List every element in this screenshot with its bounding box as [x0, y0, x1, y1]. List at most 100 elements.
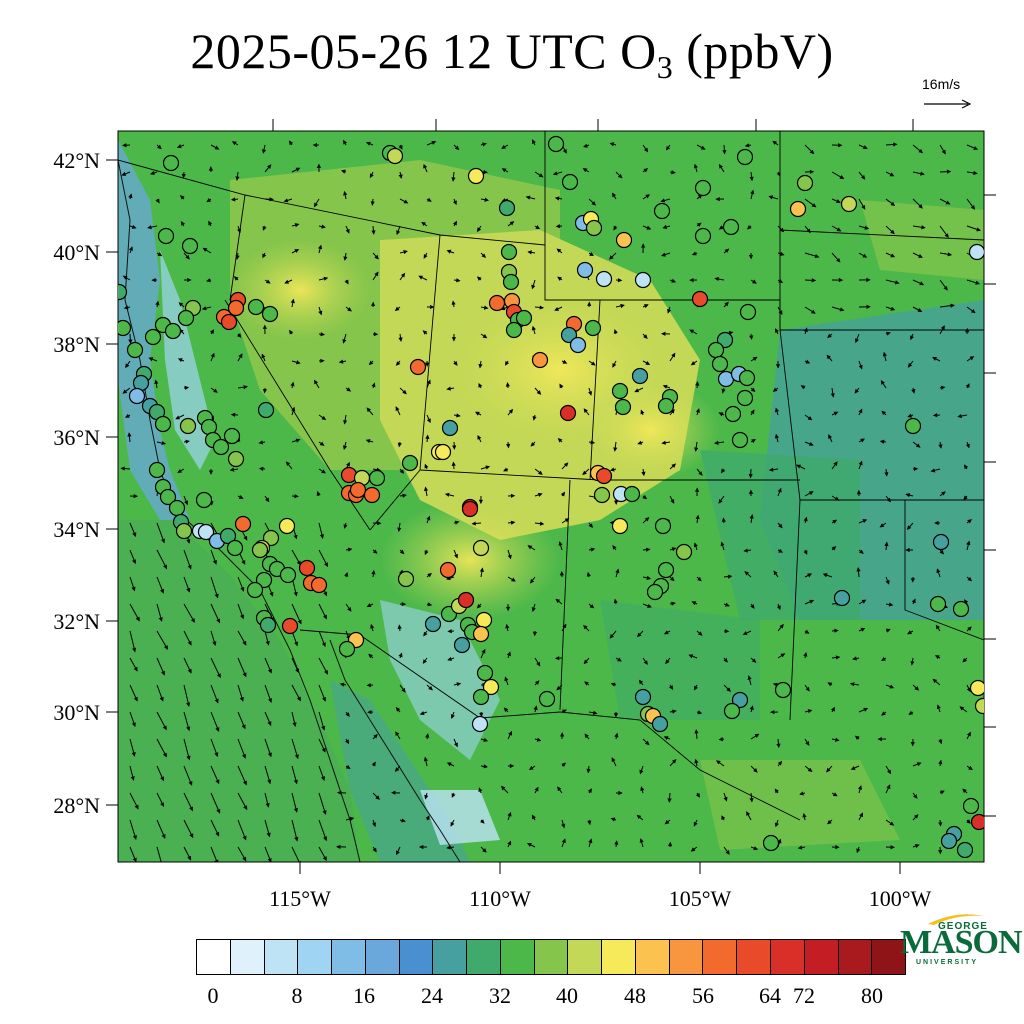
station-marker: [723, 702, 741, 720]
colorbar-cell: [872, 940, 906, 974]
lon-label: 100°W: [869, 886, 932, 911]
station-marker: [154, 415, 172, 433]
colorbar-cell: [703, 940, 738, 974]
station-marker: [279, 566, 297, 584]
station-marker: [223, 427, 241, 445]
station-marker: [675, 543, 693, 561]
station-marker: [461, 500, 479, 518]
station-marker: [707, 341, 725, 359]
station-marker: [952, 600, 970, 618]
colorbar-cell: [771, 940, 805, 974]
station-marker: [796, 174, 814, 192]
lon-label: 110°W: [469, 886, 531, 911]
station-marker: [962, 797, 980, 815]
station-marker: [453, 636, 471, 654]
station-marker: [159, 488, 177, 506]
colorbar-cell: [332, 940, 366, 974]
station-marker: [338, 640, 356, 658]
station-marker: [471, 715, 489, 733]
station-marker: [246, 581, 264, 599]
colorbar-label: 72: [793, 983, 815, 1008]
station-marker: [774, 681, 792, 699]
colorbar-label: 0: [207, 983, 219, 1008]
lat-label: 36°N: [53, 425, 100, 450]
station-marker: [368, 469, 386, 487]
station-marker: [634, 688, 652, 706]
colorbar-cell: [602, 940, 636, 974]
station-marker: [505, 321, 523, 339]
lat-label: 30°N: [53, 700, 100, 725]
station-marker: [363, 486, 381, 504]
station-marker: [502, 273, 520, 291]
station-marker: [657, 561, 675, 579]
station-marker: [128, 387, 146, 405]
lat-label: 28°N: [53, 793, 100, 818]
station-marker: [654, 517, 672, 535]
station-marker: [439, 561, 457, 579]
ozone-field: [118, 131, 984, 862]
station-marker: [195, 491, 213, 509]
station-marker: [904, 417, 922, 435]
colorbar-label: 8: [291, 983, 303, 1008]
station-marker: [738, 369, 756, 387]
colorbar-cell: [669, 940, 704, 974]
station-marker: [181, 237, 199, 255]
colorbar-cell: [197, 940, 231, 974]
station-marker: [227, 299, 245, 317]
station-marker: [515, 309, 533, 327]
station-marker: [969, 679, 984, 697]
station-marker: [177, 309, 195, 327]
station-marker: [576, 261, 594, 279]
station-marker: [615, 231, 633, 249]
colorbar-cell: [568, 940, 603, 974]
station-marker: [716, 331, 734, 349]
station-marker: [472, 688, 490, 706]
station-marker: [623, 485, 641, 503]
station-marker: [175, 522, 193, 540]
colorbar-cell: [298, 940, 333, 974]
station-marker: [227, 450, 245, 468]
station-marker: [409, 358, 427, 376]
station-marker: [234, 515, 252, 533]
station-marker: [259, 616, 277, 634]
station-marker: [651, 715, 669, 733]
station-marker: [144, 328, 162, 346]
colorbar: [196, 939, 906, 975]
station-marker: [736, 148, 754, 166]
station-marker: [472, 539, 490, 557]
station-marker: [255, 571, 273, 589]
station-marker: [257, 401, 275, 419]
station-marker: [974, 697, 984, 715]
station-marker: [126, 341, 144, 359]
station-marker: [538, 690, 556, 708]
station-marker: [560, 326, 578, 344]
station-marker: [657, 397, 675, 415]
lat-label: 42°N: [53, 148, 100, 173]
station-marker: [694, 227, 712, 245]
station-marker: [614, 398, 632, 416]
station-marker: [397, 570, 415, 588]
colorbar-cell: [838, 940, 873, 974]
station-marker: [219, 527, 237, 545]
station-marker: [929, 595, 947, 613]
colorbar-label: 24: [421, 983, 443, 1008]
reference-vector-label: 16m/s: [922, 76, 961, 92]
station-marker: [711, 355, 729, 373]
station-marker: [482, 678, 500, 696]
station-marker: [595, 467, 613, 485]
station-marker: [310, 576, 328, 594]
station-marker: [226, 539, 244, 557]
station-marker: [197, 523, 215, 541]
monitoring-stations: [118, 135, 984, 859]
station-marker: [401, 454, 419, 472]
station-marker: [631, 367, 649, 385]
station-marker: [424, 615, 442, 633]
station-marker: [148, 461, 166, 479]
station-marker: [691, 290, 709, 308]
station-marker: [611, 517, 629, 535]
longitude-labels: 115°W 110°W 105°W 100°W: [269, 886, 931, 911]
station-marker: [634, 271, 652, 289]
station-marker: [475, 611, 493, 629]
colorbar-label: 32: [489, 983, 511, 1008]
